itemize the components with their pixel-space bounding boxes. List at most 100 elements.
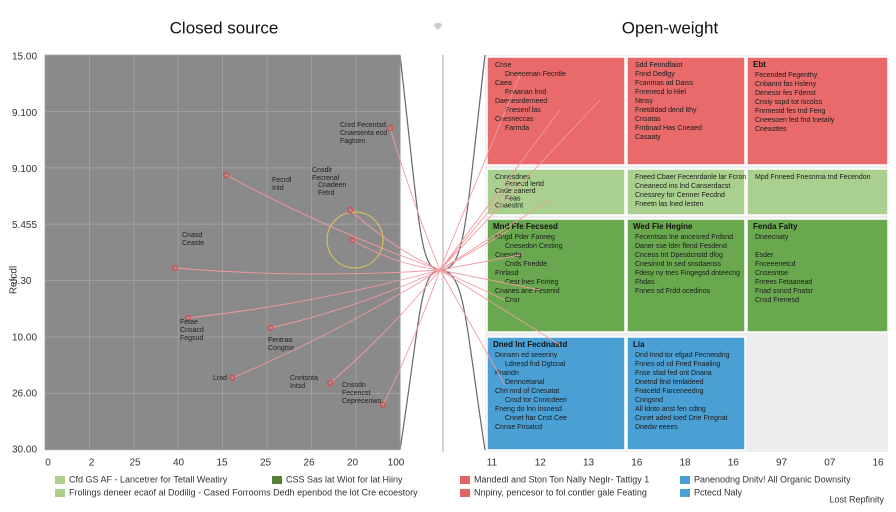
link	[439, 179, 516, 271]
cell-text: Dnnsen ed seeeriny	[495, 352, 558, 359]
cell-text: Dneecenan Fecntle	[505, 71, 566, 78]
cell	[486, 336, 626, 451]
cell-text: Fneed Cbaer Fecenrdanle lar Fcrond	[635, 174, 750, 181]
x-tick-label: 15	[216, 458, 228, 469]
legend-swatch	[460, 489, 470, 497]
cell-text: Fnacetd Farceneedng	[635, 388, 704, 395]
x-tick-label: 16	[631, 458, 643, 469]
link	[389, 127, 441, 271]
node	[228, 374, 236, 382]
cell-text: Ntnsy	[635, 98, 653, 105]
cell-text: Frnbnad Has Cneaed	[635, 125, 702, 132]
cell	[486, 218, 626, 333]
cell-text: Cnaestnt	[495, 203, 523, 210]
cell-text: Fcanmas ad Daiss	[635, 80, 693, 87]
node	[348, 236, 356, 244]
cell-text: Cesr lnes Fnnteg	[505, 279, 558, 286]
node-label: Fentraa Congtse	[268, 337, 294, 352]
node	[266, 324, 274, 332]
x-tick-label: 25	[129, 458, 141, 469]
x-tick-label: 07	[824, 458, 836, 469]
cell-text: Fneng do lnn lnsnesd	[495, 406, 562, 413]
legend-label: CSS Sas lat Wiot for lat Hiiny	[286, 474, 403, 484]
cell-text: Esder	[755, 252, 774, 259]
node-label: Cnssdn Fecencst Ceprecenwo	[342, 382, 381, 405]
link	[439, 269, 561, 346]
cell-text: Cnnet ftar Cnst Cee	[505, 415, 567, 422]
legend-swatch	[460, 476, 470, 484]
cell	[746, 168, 889, 216]
cell-text: Cnesrdg	[495, 252, 522, 259]
x-tick-label: 11	[487, 458, 498, 469]
y-tick-label: 26.00	[12, 388, 37, 399]
cell-text: Dnedw eeees	[635, 424, 678, 431]
cell-text: Cnde eanerd	[495, 188, 536, 195]
cell-text: Cnsiy sspd tot Iscolss	[755, 99, 823, 106]
cell-text: Fnandn	[495, 370, 519, 377]
cell-text: Fenecd lertd	[505, 181, 544, 188]
link	[187, 269, 441, 319]
y-tick-label: 10.00	[12, 332, 37, 343]
legend-swatch	[680, 476, 690, 484]
cell-text: Mngd Pder Fanneg	[495, 234, 555, 241]
link	[351, 239, 441, 271]
link	[439, 269, 541, 291]
cell	[626, 218, 746, 333]
cell-text: Fecended Fegenthy	[755, 72, 818, 79]
cell-title: Wed Fle Hegine	[633, 222, 693, 231]
link	[439, 199, 551, 271]
legend-label: Panenodng Dnitv! All Organic Downsity	[694, 474, 851, 484]
x-tick-label: 0	[45, 458, 51, 469]
cell-text: Fneetn las lned lesten	[635, 201, 704, 208]
heart-icon	[433, 22, 443, 30]
legend-swatch	[55, 476, 65, 484]
x-tick-label: 100	[388, 458, 405, 469]
node-label: Cnsdlr Fecrenal	[312, 167, 340, 182]
node	[346, 206, 354, 214]
cell-title: Fenda Falty	[753, 222, 798, 231]
cell-text: Fnesenl las	[505, 107, 541, 114]
cell-text: Cnsd tor Cnnicdeeri	[505, 397, 567, 404]
cell-text: Cnesinnd tn sed snsdaenss	[635, 261, 721, 268]
cell-text: Fnnes sd Frdd ocedinos	[635, 288, 711, 295]
cell	[626, 168, 746, 216]
cell-text: Cnse	[495, 62, 511, 69]
cell-text: Dneecnaty	[755, 234, 789, 241]
cell-title: Ebt	[753, 60, 766, 69]
node	[386, 124, 394, 132]
x-tick-label: 18	[679, 458, 691, 469]
cell-text: Ldnesd fnd Dgtcnal	[505, 361, 566, 368]
cell-text: Cnanes ane Fesenid	[495, 288, 560, 295]
link	[329, 269, 441, 384]
link	[439, 229, 511, 271]
legend-swatch	[680, 489, 690, 497]
legend-label: Mandedl and Ston Ton Nally Neglr- Tattig…	[474, 474, 649, 484]
node	[171, 264, 179, 272]
cell-text: Denncetanal	[505, 379, 545, 386]
link	[174, 267, 441, 275]
x-tick-label: 97	[776, 458, 788, 469]
x-tick-label: 20	[347, 458, 359, 469]
x-tick-label: 16	[728, 458, 740, 469]
legend-label: Frolings deneer ecaof al Dodilig - Cased…	[69, 487, 418, 497]
x-tick-label: 16	[872, 458, 884, 469]
cell	[626, 56, 746, 166]
cell-text: Cneesoen fed fnd Inetaily	[755, 117, 835, 124]
cell-text: Farmda	[505, 125, 529, 132]
x-tick-label: 13	[583, 458, 595, 469]
node	[184, 314, 192, 322]
link	[225, 174, 441, 271]
cell-text: Caea	[495, 80, 512, 87]
legend-label: Nnpiny, pencesor to fol contler gale Fea…	[474, 487, 647, 497]
legend-swatch	[55, 489, 65, 497]
node-label: Fetae Cnsacd Fegsud	[180, 319, 204, 342]
cell-text: Cnnse Fnsatcd	[495, 424, 542, 431]
cell-text: Fnetdidad dend lthy	[635, 107, 697, 114]
cell-text: Fnrlasd	[495, 270, 518, 277]
cell-text: Fnrenecd lo Hiel	[635, 89, 686, 96]
cell-text: Denessr fes Fdenst	[755, 90, 816, 97]
link	[439, 109, 561, 271]
node	[326, 379, 334, 387]
link	[349, 209, 441, 271]
